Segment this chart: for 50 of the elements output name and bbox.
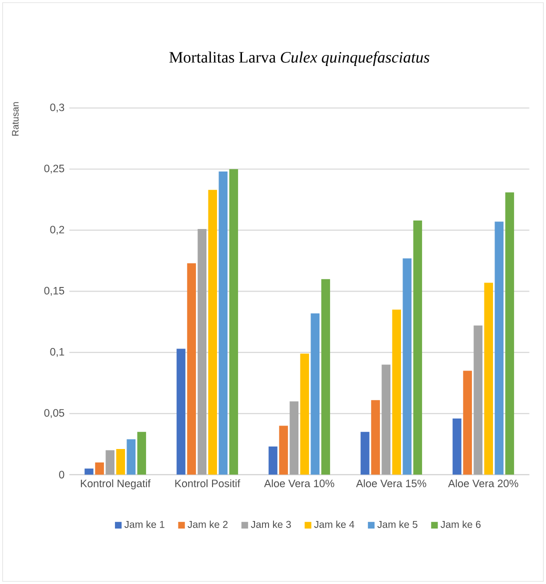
legend-label: Jam ke 3 <box>250 520 291 528</box>
legend-label: Jam ke 1 <box>124 520 164 528</box>
x-tick-label: Kontrol Positif <box>175 479 240 488</box>
bar <box>392 310 401 475</box>
bar <box>95 462 104 475</box>
bar <box>116 449 125 475</box>
bar <box>321 279 330 475</box>
bar <box>229 169 238 475</box>
bar <box>310 313 320 475</box>
x-tick-label: Aloe Vera 10% <box>264 479 334 488</box>
bar <box>208 190 217 475</box>
bar <box>494 222 504 475</box>
bar <box>198 229 206 475</box>
legend-label: Jam ke 4 <box>314 520 354 528</box>
legend-label: Jam ke 2 <box>188 520 228 528</box>
bar <box>371 400 380 475</box>
bar <box>279 426 288 475</box>
bar <box>382 364 390 475</box>
y-tick-label: 0 <box>59 470 64 478</box>
x-tick-label: Aloe Vera 15% <box>356 479 426 488</box>
bar <box>126 439 136 475</box>
legend-label: Jam ke 6 <box>440 520 481 528</box>
x-tick-label: Kontrol Negatif <box>80 479 151 490</box>
bar <box>505 192 514 475</box>
bar <box>484 282 493 475</box>
bar <box>84 468 94 475</box>
legend-label: Jam ke 5 <box>377 520 418 528</box>
bar <box>360 432 370 475</box>
bar <box>413 220 422 475</box>
x-tick-label: Aloe Vera 20% <box>448 479 518 488</box>
chart-title: Mortalitas Larva Culex quinquefasciatus <box>169 51 430 66</box>
bar <box>106 450 114 475</box>
bar <box>268 446 278 475</box>
bar <box>176 348 186 475</box>
y-tick-label: 0,15 <box>44 286 64 296</box>
y-tick-label: 0,3 <box>50 104 64 112</box>
bar <box>463 370 472 475</box>
y-tick-label: 0,2 <box>50 226 64 235</box>
y-tick-label: 0,1 <box>50 348 64 357</box>
y-tick-label: 0,05 <box>44 409 64 418</box>
bar <box>187 263 196 475</box>
bar <box>402 258 412 475</box>
y-axis-title: Ratusan <box>12 102 19 136</box>
bar <box>218 172 228 475</box>
bar <box>137 432 146 475</box>
bar <box>452 418 462 475</box>
bar <box>300 354 309 475</box>
bar <box>290 401 298 475</box>
bar <box>474 326 482 475</box>
y-tick-label: 0,25 <box>44 164 64 174</box>
